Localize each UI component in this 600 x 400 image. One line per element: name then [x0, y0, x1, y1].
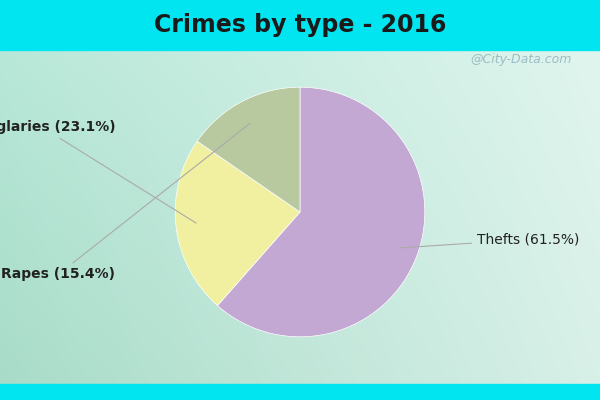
Wedge shape: [197, 87, 300, 212]
Text: Burglaries (23.1%): Burglaries (23.1%): [0, 120, 196, 223]
Text: Thefts (61.5%): Thefts (61.5%): [398, 232, 580, 248]
Wedge shape: [175, 141, 300, 306]
Text: Crimes by type - 2016: Crimes by type - 2016: [154, 13, 446, 37]
Text: Rapes (15.4%): Rapes (15.4%): [1, 123, 250, 282]
Bar: [0, 0, 600, 50]
Text: @City-Data.com: @City-Data.com: [470, 54, 571, 66]
Bar: [0, 384, 600, 400]
Wedge shape: [217, 87, 425, 337]
